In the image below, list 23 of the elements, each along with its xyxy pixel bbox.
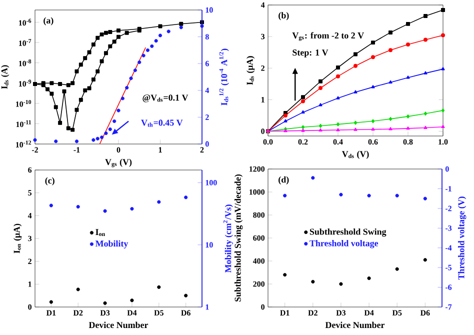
y-axis-title: Subthreshold Swing (mV/decade)	[234, 174, 243, 302]
annotation: (b)	[278, 12, 289, 20]
legend-label: Threshold voltage	[310, 240, 378, 248]
x-axis-title: V$_{gs}$ (V)	[105, 158, 132, 168]
x-axis-title: Device Number	[325, 322, 385, 328]
y2-axis-title: I$_{ds}$$^{1/2}$ (10$^{-4}$ A$^{1/2}$)	[219, 48, 230, 106]
y-axis-title: I$_{on}$ (μA)	[14, 224, 22, 254]
annotation: (a)	[44, 17, 54, 26]
annotation: (d)	[278, 176, 289, 184]
annotation: @V$_{ds}$=0.1 V	[142, 94, 188, 102]
x-axis-title: V$_{ds}$ (V)	[342, 150, 369, 159]
y-axis-title: I$_{ds}$ (A)	[1, 65, 10, 89]
annotation: V$_{gs}$: from -2 to 2 V	[292, 32, 364, 41]
annotation: Step: 1 V	[292, 50, 328, 58]
legend-label: Mobility	[95, 240, 128, 248]
x-axis-title: Device Number	[88, 322, 148, 328]
y-axis-title: I$_{ds}$ (μA)	[246, 56, 255, 85]
annotation: V$_{th}$=0.45 V	[141, 120, 183, 127]
y2-axis-title: Mobility (cm$^{2}$/Vs)	[223, 204, 234, 273]
legend-label: Subthreshold Swing	[310, 228, 386, 237]
annotation: (c)	[45, 177, 54, 186]
legend-label: I$_{on}$	[96, 229, 106, 236]
y2-axis-title: Threshold voltage (V)	[458, 196, 466, 280]
